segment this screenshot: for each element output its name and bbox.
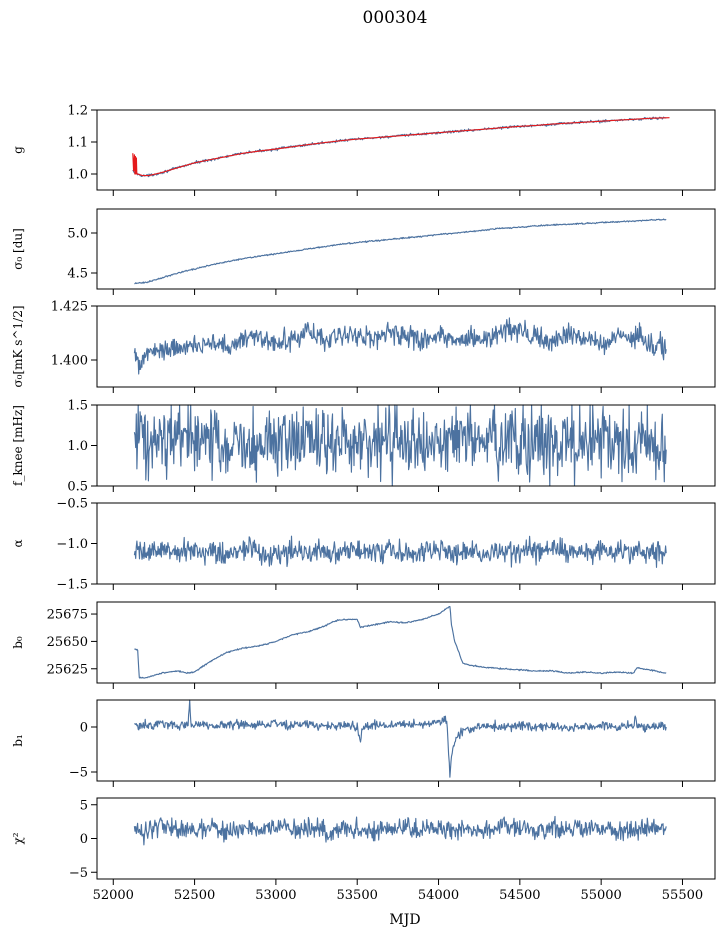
figure-title: 000304 [363,8,428,28]
y-tick-label: 0 [80,721,88,736]
axes-frame [96,305,716,388]
subplot-fknee: 0.5 1.0 1.5 f_knee [mHz] [11,399,716,495]
y-axis-label: g [11,146,25,154]
y-tick-label: 4.5 [67,267,88,282]
y-axis-label: f_knee [mHz] [11,405,25,486]
y-tick-label: 1.2 [67,104,88,119]
subplot-b0: 25625 25650 25675 b₀ [11,601,716,689]
y-tick-label: 0 [80,832,88,847]
subplot-sigma0-mk: 1.400 1.425 σ₀[mK s^1/2] [11,300,716,393]
series-line-g-1 [132,117,670,177]
axes-frame [96,699,716,782]
y-tick-label: 1.5 [67,399,88,414]
y-tick-label: −5 [69,866,88,881]
y-axis-label: σ₀[mK s^1/2] [11,305,25,387]
y-axis-label: χ² [11,832,25,844]
x-tick-label: 55000 [580,888,621,903]
series-line-sigma0-du-0 [134,218,667,285]
y-axis-label: b₁ [11,734,25,747]
y-axis-label: σ₀ [du] [11,228,25,270]
axes-frame [96,797,716,880]
y-tick-label: 5 [80,798,88,813]
y-axis-label: b₀ [11,636,25,649]
y-axis-label: α [11,539,25,547]
series-line-alpha-0 [133,535,667,568]
axes-frame [96,601,716,684]
series-line-chi2-0 [133,815,667,846]
series-line-g-0 [132,116,667,178]
y-tick-label: 1.0 [67,439,88,454]
y-tick-label: 5.0 [67,227,88,242]
y-tick-label: 1.425 [51,300,88,315]
subplot-chi2: −5 0 5 52000 52500 53000 53500 54000 54500 55000 5… [11,797,716,903]
x-axis-label: MJD [389,912,420,928]
subplot-g: 1.0 1.1 1.2 g [11,104,716,196]
y-tick-label: 1.1 [67,136,88,151]
series-line-fknee-0 [133,404,667,487]
y-tick-label: 25625 [47,662,88,677]
x-tick-label: 53500 [337,888,378,903]
subplot-sigma0-du: 4.5 5.0 σ₀ [du] [11,208,716,295]
axes-frame [96,208,716,290]
subplot-stack: 1.0 1.1 1.2 g 4.5 5.0 σ₀ [du] 1.400 1.425 σ₀[mK s… [11,104,716,903]
subplot-b1: −5 0 b₁ [11,699,716,787]
subplot-alpha: −1.5 −1.0 −0.5 α [11,497,716,593]
y-tick-label: −0.5 [56,497,88,512]
series-line-sigma0-mk-0 [133,317,667,375]
x-tick-label: 53000 [255,888,296,903]
y-tick-label: 1.400 [51,354,88,369]
x-tick-label: 52000 [93,888,134,903]
x-tick-label: 54000 [418,888,459,903]
series-line-b0-0 [134,606,667,679]
y-tick-label: 1.0 [67,168,88,183]
series-line-b1-0 [134,699,667,778]
x-tick-label: 52500 [174,888,215,903]
y-tick-label: 0.5 [67,480,88,495]
x-tick-label: 54500 [499,888,540,903]
y-tick-label: −1.0 [56,537,88,552]
y-tick-label: −1.5 [56,578,88,593]
y-tick-label: 25675 [47,608,88,623]
y-tick-label: 25650 [47,635,88,650]
x-tick-label: 55500 [662,888,703,903]
y-tick-label: −5 [69,766,88,781]
axes-frame [96,109,716,191]
